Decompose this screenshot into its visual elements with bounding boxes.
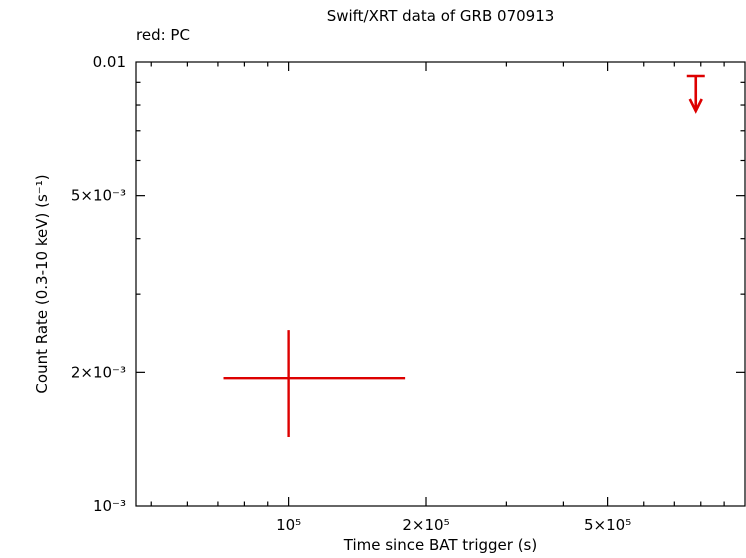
- y-tick-label: 10⁻³: [93, 497, 126, 515]
- plot-frame: [135, 61, 746, 507]
- y-tick-label: 5×10⁻³: [71, 187, 126, 205]
- x-axis-label: Time since BAT trigger (s): [343, 536, 538, 554]
- x-tick-label: 2×10⁵: [402, 516, 449, 534]
- x-tick-label: 5×10⁵: [584, 516, 631, 534]
- y-tick-label: 2×10⁻³: [71, 363, 126, 381]
- y-axis-label: Count Rate (0.3-10 keV) (s⁻¹): [33, 174, 51, 394]
- x-tick-label: 10⁵: [276, 516, 301, 534]
- y-tick-label: 0.01: [93, 53, 126, 71]
- legend-pc-label: red: PC: [136, 26, 190, 44]
- chart-title: Swift/XRT data of GRB 070913: [326, 7, 555, 25]
- upper-limit-arrow: [686, 74, 705, 114]
